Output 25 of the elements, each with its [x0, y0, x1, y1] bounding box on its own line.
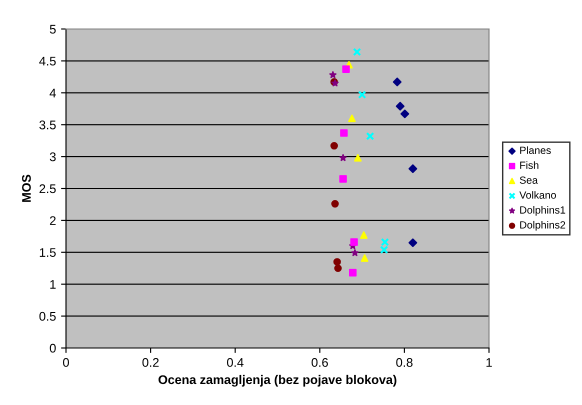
legend-label: Planes — [520, 146, 551, 154]
y-tick-label: 4.5 — [39, 56, 56, 66]
y-tick-label: 1.5 — [40, 248, 56, 257]
y-tick-label: 0 — [50, 344, 56, 353]
legend-label: Sea — [520, 176, 538, 184]
x-tick-label: 0.8 — [396, 358, 413, 367]
y-tick-label: 3 — [50, 152, 56, 162]
x-tick-label: 0.4 — [227, 358, 244, 367]
x-tick-label: 0.2 — [142, 358, 159, 367]
x-tick-label: 0.6 — [312, 358, 328, 367]
x-tick-label: 0 — [63, 358, 69, 367]
y-tick-label: 5 — [50, 24, 56, 34]
legend-label: Dolphins1 — [520, 206, 566, 216]
legend-label: Dolphins2 — [520, 220, 566, 231]
y-tick-label: 0.5 — [39, 312, 56, 321]
legend-label: Fish — [520, 161, 538, 169]
y-tick-label: 3.5 — [39, 120, 56, 130]
y-tick-label: 4 — [50, 88, 56, 98]
y-tick-label: 1 — [50, 280, 56, 289]
y-axis-title: MOS — [22, 174, 31, 202]
y-tick-label: 2.5 — [40, 184, 56, 194]
legend-label: Volkano — [519, 191, 556, 199]
y-tick-label: 2 — [50, 216, 56, 225]
x-tick-label: 1 — [486, 358, 492, 367]
x-axis-title: Ocena zamagljenja (bez pojave blokova) — [158, 374, 396, 387]
